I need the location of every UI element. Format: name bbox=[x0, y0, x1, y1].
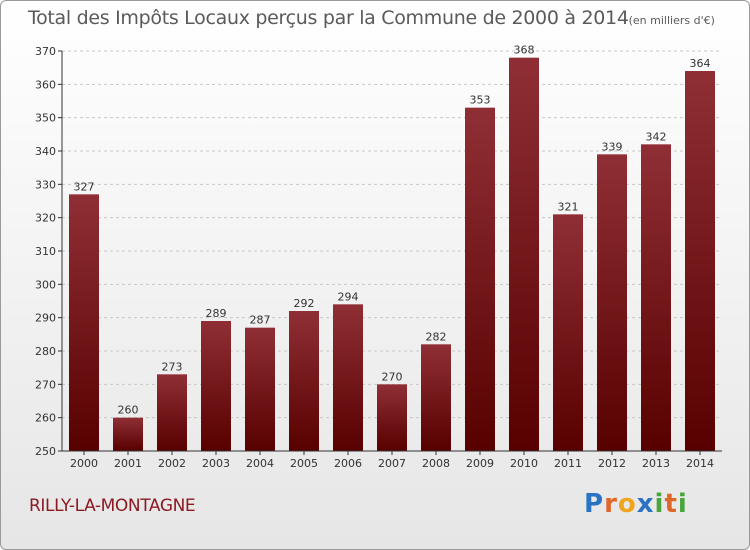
bar-2000 bbox=[69, 194, 99, 452]
bar-2004 bbox=[245, 327, 275, 451]
chart-title-unit: (en milliers d'€) bbox=[628, 14, 715, 27]
x-tick-label-2008: 2008 bbox=[422, 457, 450, 470]
bar-2010 bbox=[509, 57, 539, 452]
logo-letter-3: x bbox=[636, 489, 655, 519]
bar-2014 bbox=[685, 71, 715, 451]
x-tick-label-2007: 2007 bbox=[378, 457, 406, 470]
bar-2009 bbox=[465, 107, 495, 452]
x-tick-label-2002: 2002 bbox=[158, 457, 186, 470]
bar-label-2003: 289 bbox=[206, 307, 227, 320]
logo-letter-4: i bbox=[654, 489, 665, 519]
bar-2007 bbox=[377, 384, 407, 451]
y-tick-label-260: 260 bbox=[35, 412, 56, 425]
bar-2006 bbox=[333, 304, 363, 451]
bar-label-2001: 260 bbox=[118, 404, 139, 417]
y-tick-label-310: 310 bbox=[35, 245, 56, 258]
y-tick-label-340: 340 bbox=[35, 145, 56, 158]
commune-name: RILLY-LA-MONTAGNE bbox=[29, 496, 196, 516]
x-axis-ticks: 2000 2001 2002 2003 2004 2005 2006 2007 2008 2009… bbox=[70, 451, 714, 470]
x-tick-label-2011: 2011 bbox=[554, 457, 582, 470]
bar-label-2014: 364 bbox=[690, 57, 711, 70]
y-axis-ticks: 250 260 270 280 290 300 310 320 330 340 350 360 370 bbox=[35, 45, 62, 458]
bar-series bbox=[69, 57, 715, 452]
bar-label-2006: 294 bbox=[338, 290, 359, 303]
chart-title: Total des Impôts Locaux perçus par la Co… bbox=[28, 7, 715, 29]
y-tick-label-360: 360 bbox=[35, 78, 56, 91]
logo-letter-1: r bbox=[604, 489, 618, 519]
y-tick-label-280: 280 bbox=[35, 345, 56, 358]
y-tick-label-250: 250 bbox=[35, 445, 56, 458]
proxiti-logo: Proxiti bbox=[584, 489, 688, 519]
y-tick-label-320: 320 bbox=[35, 212, 56, 225]
logo-letter-6: i bbox=[677, 489, 688, 519]
bar-2008 bbox=[421, 344, 451, 451]
y-tick-label-330: 330 bbox=[35, 178, 56, 191]
bar-2013 bbox=[641, 144, 671, 452]
bar-label-2009: 353 bbox=[470, 94, 491, 107]
bar-data-labels: 327 260 273 289 287 292 294 270 282 353 368 321 339 3… bbox=[74, 44, 711, 417]
x-tick-label-2004: 2004 bbox=[246, 457, 274, 470]
bar-label-2000: 327 bbox=[74, 180, 95, 193]
bar-2005 bbox=[289, 311, 319, 451]
x-tick-label-2003: 2003 bbox=[202, 457, 230, 470]
bar-label-2007: 270 bbox=[382, 370, 403, 383]
y-tick-label-370: 370 bbox=[35, 45, 56, 58]
bar-2011 bbox=[553, 214, 583, 451]
bar-2012 bbox=[597, 154, 627, 452]
bar-label-2004: 287 bbox=[250, 314, 271, 327]
y-tick-label-350: 350 bbox=[35, 112, 56, 125]
bar-2003 bbox=[201, 321, 231, 451]
bar-label-2011: 321 bbox=[558, 200, 579, 213]
x-tick-label-2009: 2009 bbox=[466, 457, 494, 470]
x-tick-label-2014: 2014 bbox=[686, 457, 714, 470]
bar-label-2008: 282 bbox=[426, 330, 447, 343]
y-tick-label-270: 270 bbox=[35, 378, 56, 391]
bar-label-2005: 292 bbox=[294, 297, 315, 310]
bar-label-2002: 273 bbox=[162, 360, 183, 373]
logo-letter-2: o bbox=[617, 489, 637, 519]
y-tick-label-300: 300 bbox=[35, 278, 56, 291]
x-tick-label-2006: 2006 bbox=[334, 457, 362, 470]
chart-title-main: Total des Impôts Locaux perçus par la Co… bbox=[28, 7, 629, 29]
x-tick-label-2010: 2010 bbox=[510, 457, 538, 470]
bar-2002 bbox=[157, 374, 187, 451]
bar-label-2010: 368 bbox=[514, 44, 535, 57]
bar-label-2012: 339 bbox=[602, 140, 623, 153]
y-tick-label-290: 290 bbox=[35, 312, 56, 325]
x-tick-label-2000: 2000 bbox=[70, 457, 98, 470]
logo-letter-5: t bbox=[664, 489, 678, 519]
x-tick-label-2013: 2013 bbox=[642, 457, 670, 470]
logo-letter-0: P bbox=[584, 489, 605, 519]
x-tick-label-2012: 2012 bbox=[598, 457, 626, 470]
bar-label-2013: 342 bbox=[646, 130, 667, 143]
x-tick-label-2005: 2005 bbox=[290, 457, 318, 470]
x-tick-label-2001: 2001 bbox=[114, 457, 142, 470]
bar-2001 bbox=[113, 417, 143, 451]
